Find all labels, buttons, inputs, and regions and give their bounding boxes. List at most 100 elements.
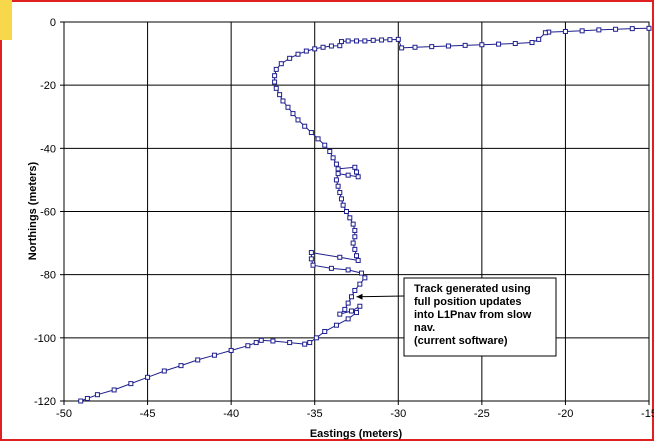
track-point [345,38,351,44]
track-point [337,254,343,260]
track-point [354,310,359,316]
series-group [78,25,652,404]
track-point [333,322,339,328]
track-point [512,40,518,46]
track-point [348,308,354,314]
track-point [345,300,351,306]
track-point [302,123,308,129]
track-point [313,335,319,341]
track-point [357,281,363,287]
track-point [345,316,351,322]
x-tick-label: -30 [390,408,406,420]
track-point [145,374,151,380]
track-point [285,104,291,110]
track-point [178,363,184,369]
track-point [111,387,117,393]
track-point [579,28,585,34]
y-tick-label: -80 [40,270,56,282]
track-point [253,340,259,346]
track-point [280,98,286,104]
track-point [354,169,359,175]
track-point [312,46,318,52]
track-point [359,270,365,276]
annotation-line-4: nav. [414,322,435,334]
track-point [542,30,548,36]
y-tick-label: -40 [40,143,56,155]
track-point [354,38,359,44]
x-tick-label: -50 [56,408,72,420]
track-point [362,38,368,44]
annotation-arrowhead [356,293,363,300]
track-point [320,44,326,50]
track-point [322,329,328,335]
annotation-line-1: Track generated using [414,283,531,295]
annotation-box [403,277,557,357]
track-point [335,166,341,172]
x-tick-label: -25 [474,408,490,420]
track-point [273,85,279,91]
track-point [352,164,358,170]
track-point [333,177,339,183]
track-point [328,265,334,271]
track-point [357,303,363,309]
track-point [352,227,358,233]
track-point [345,172,351,178]
x-tick-label: -35 [307,408,323,420]
track-point [211,352,217,358]
track-point [303,48,309,54]
track-point [258,337,264,343]
annotation-line-5: (current software) [414,335,508,347]
track-point [287,55,293,61]
y-tick-label: -100 [34,333,56,345]
track-point [412,44,418,50]
track-point [330,155,336,161]
track-point [328,43,334,49]
track-point [462,42,468,48]
track-point [338,196,344,202]
y-tick-label: -120 [34,396,56,408]
track-point [333,161,339,167]
track-point [337,311,343,317]
track-point [278,61,284,67]
track-point [355,174,361,180]
track-point [287,340,293,346]
track-point [352,234,358,240]
track-point [529,40,535,46]
track-point [352,287,358,293]
track-point [335,183,341,189]
track-point [629,26,635,32]
track-point [340,202,346,208]
track-point [270,338,276,344]
track-point [322,142,328,148]
track-point [613,26,619,32]
x-tick-label: -20 [557,408,573,420]
track-point [273,66,279,72]
annotation-line-2: full position updates [414,296,522,308]
track-point [536,36,542,42]
y-tick-label: -60 [40,207,56,219]
x-tick-label: -15 [641,408,654,420]
track-point [307,340,313,346]
track-point [84,395,90,401]
track-point [445,43,451,49]
annotation: Track generated using full position upda… [356,277,557,357]
track-point [562,28,568,34]
track-point [362,275,368,281]
track-point [342,306,348,312]
track-point [395,36,401,42]
y-axis-ticks: 0 -20 -40 -60 -80 -100 -120 [34,17,64,408]
track-point [347,215,353,221]
annotation-line-3: into L1Pnav from slow [414,309,532,321]
track-point [295,51,301,57]
track-point [308,256,314,262]
track-point [308,250,314,256]
track-point [343,209,349,214]
track-point [245,343,251,349]
x-tick-label: -45 [140,408,156,420]
track-point [272,73,278,79]
track-point [228,347,234,353]
track-point [310,262,316,268]
track-point [290,111,296,117]
track-point [479,42,485,48]
